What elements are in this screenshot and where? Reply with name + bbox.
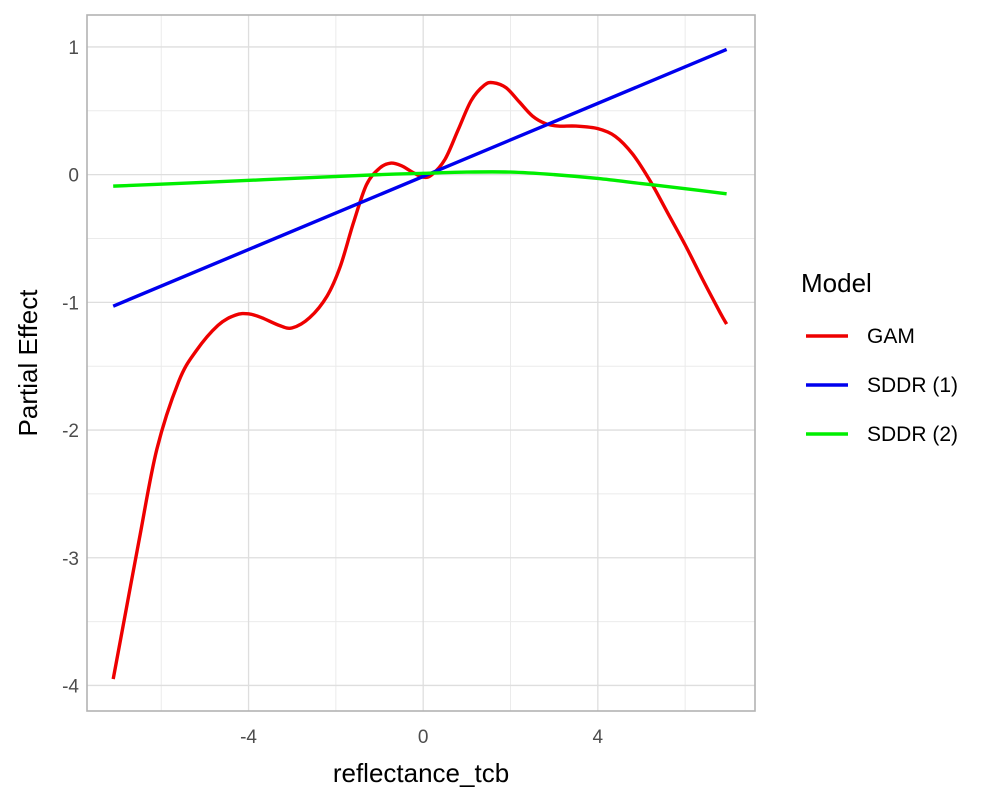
x-tick-label: 0 [418,727,429,748]
legend-item-sddr-2: SDDR (2) [806,423,958,446]
y-tick-label: -3 [62,549,79,570]
y-tick-label: -4 [62,676,79,697]
y-tick-label: -1 [62,293,79,314]
series-line-sddr-1 [112,47,728,308]
legend: Model GAM SDDR (1) SDDR (2) [801,268,958,446]
y-axis-title: Partial Effect [13,289,43,437]
y-tick-label: 0 [68,166,79,187]
y-axis-tick-labels: 1 0 -1 -2 -3 -4 [62,38,79,698]
x-tick-label: 4 [593,727,604,748]
legend-label-sddr-2: SDDR (2) [867,423,958,446]
x-tick-label: -4 [240,727,257,748]
series-line-sddr-2 [113,170,727,196]
legend-item-gam: GAM [806,325,915,348]
minor-gridlines [87,15,755,711]
x-axis-title: reflectance_tcb [333,758,509,788]
legend-label-sddr-1: SDDR (1) [867,374,958,397]
x-axis-tick-labels: -4 0 4 [240,727,603,748]
legend-title: Model [801,268,872,298]
series-lines [111,47,729,680]
legend-label-gam: GAM [867,325,915,348]
y-tick-label: -2 [62,421,79,442]
legend-items: GAM SDDR (1) SDDR (2) [806,325,958,446]
legend-item-sddr-1: SDDR (1) [806,374,958,397]
plot-panel-border [86,14,756,712]
y-tick-label: 1 [68,38,79,59]
